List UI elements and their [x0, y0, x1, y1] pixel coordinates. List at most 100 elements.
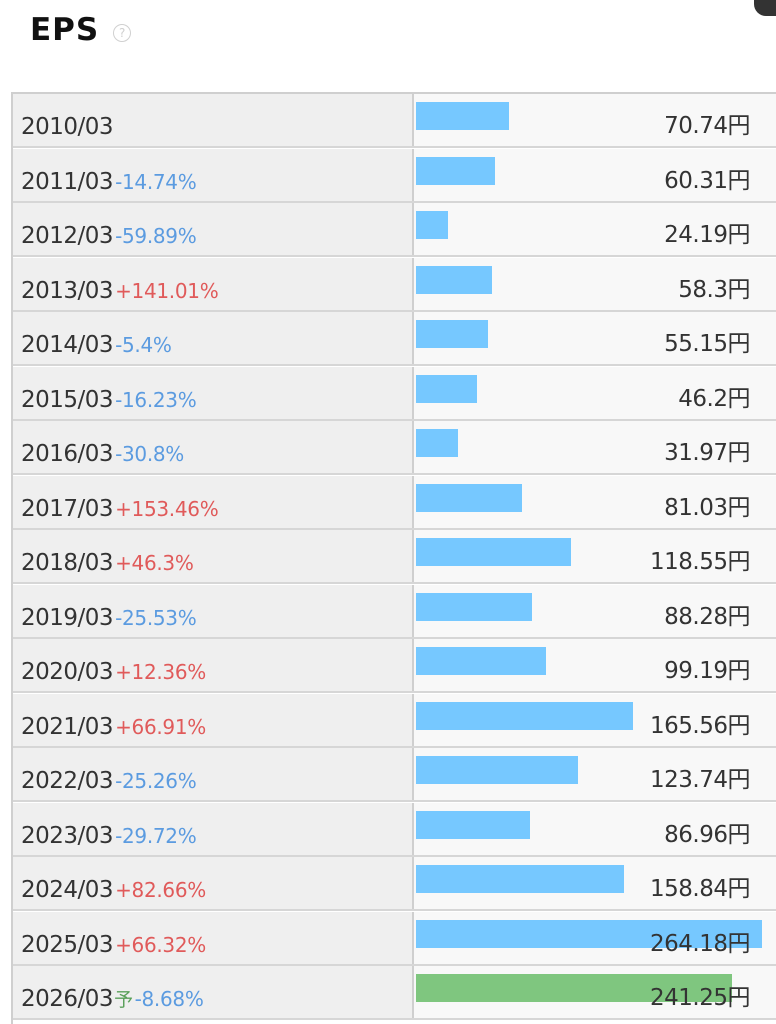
table-row: 2022/03 -25.26% 123.74円	[13, 748, 776, 802]
period-cell: 2013/03 +141.01%	[13, 258, 414, 310]
table-row: 2012/03 -59.89% 24.19円	[13, 203, 776, 257]
period-label: 2020/03 +12.36%	[21, 659, 206, 685]
eps-value-label: 118.55円	[650, 549, 750, 575]
period-text: 2012/03	[21, 223, 114, 249]
period-label: 2014/03 -5.4%	[21, 332, 172, 358]
period-cell: 2024/03 +82.66%	[13, 857, 414, 909]
change-percent: -16.23%	[115, 388, 197, 412]
eps-value-label: 46.2円	[678, 386, 750, 412]
period-label: 2025/03 +66.32%	[21, 932, 206, 958]
table-row: 2010/03 70.74円	[13, 94, 776, 148]
table-row: 2016/03 -30.8% 31.97円	[13, 421, 776, 475]
period-cell: 2012/03 -59.89%	[13, 203, 414, 255]
change-percent: -8.68%	[134, 987, 204, 1011]
eps-value-label: 241.25円	[650, 985, 750, 1011]
period-text: 2023/03	[21, 823, 114, 849]
table-row: 2020/03 +12.36% 99.19円	[13, 639, 776, 693]
value-cell: 55.15円	[414, 312, 776, 364]
period-cell: 2023/03 -29.72%	[13, 803, 414, 855]
eps-bar	[416, 865, 624, 893]
period-cell: 2019/03 -25.53%	[13, 585, 414, 637]
period-label: 2015/03 -16.23%	[21, 387, 197, 413]
period-label: 2019/03 -25.53%	[21, 605, 197, 631]
value-cell: 118.55円	[414, 530, 776, 582]
eps-bar	[416, 920, 762, 948]
period-text: 2021/03	[21, 714, 114, 740]
change-percent: -25.53%	[115, 606, 197, 630]
period-label: 2017/03 +153.46%	[21, 496, 219, 522]
value-cell: 99.19円	[414, 639, 776, 691]
period-text: 2020/03	[21, 659, 114, 685]
eps-value-label: 55.15円	[664, 331, 750, 357]
period-label: 2026/03予 -8.68%	[21, 985, 204, 1012]
period-cell: 2022/03 -25.26%	[13, 748, 414, 800]
period-label: 2012/03 -59.89%	[21, 223, 197, 249]
period-label: 2024/03 +82.66%	[21, 877, 206, 903]
eps-bar	[416, 811, 530, 839]
period-label: 2010/03	[21, 114, 114, 140]
value-cell: 88.28円	[414, 585, 776, 637]
value-cell: 86.96円	[414, 803, 776, 855]
value-cell: 158.84円	[414, 857, 776, 909]
eps-value-label: 81.03円	[664, 495, 750, 521]
table-row: 2023/03 -29.72% 86.96円	[13, 803, 776, 857]
period-label: 2011/03 -14.74%	[21, 169, 197, 195]
period-label: 2016/03 -30.8%	[21, 441, 184, 467]
change-percent: -25.26%	[115, 769, 197, 793]
table-row: 2013/03 +141.01% 58.3円	[13, 258, 776, 312]
eps-table: 2010/03 70.74円 2011/03 -14.74% 60.31円 2012/03…	[11, 92, 776, 1024]
change-percent: +66.91%	[115, 715, 206, 739]
period-cell: 2025/03 +66.32%	[13, 912, 414, 964]
eps-value-label: 24.19円	[664, 222, 750, 248]
value-cell: 58.3円	[414, 258, 776, 310]
table-row: 2017/03 +153.46% 81.03円	[13, 476, 776, 530]
eps-value-label: 158.84円	[650, 876, 750, 902]
table-row: 2021/03 +66.91% 165.56円	[13, 694, 776, 748]
eps-value-label: 165.56円	[650, 713, 750, 739]
period-text: 2010/03	[21, 114, 114, 140]
period-text: 2013/03	[21, 278, 114, 304]
table-row: 2018/03 +46.3% 118.55円	[13, 530, 776, 584]
change-percent: +141.01%	[115, 279, 219, 303]
period-text: 2018/03	[21, 550, 114, 576]
period-text: 2017/03	[21, 496, 114, 522]
change-percent: +12.36%	[115, 660, 206, 684]
value-cell: 165.56円	[414, 694, 776, 746]
change-percent: +66.32%	[115, 933, 206, 957]
eps-bar	[416, 593, 532, 621]
value-cell: 24.19円	[414, 203, 776, 255]
eps-bar	[416, 647, 546, 675]
table-row: 2024/03 +82.66% 158.84円	[13, 857, 776, 911]
eps-value-label: 123.74円	[650, 767, 750, 793]
eps-bar	[416, 756, 578, 784]
value-cell: 241.25円	[414, 966, 776, 1018]
period-text: 2026/03	[21, 986, 114, 1012]
period-cell: 2017/03 +153.46%	[13, 476, 414, 528]
table-row: 2011/03 -14.74% 60.31円	[13, 149, 776, 203]
eps-bar	[416, 320, 488, 348]
question-circle-icon[interactable]: ?	[113, 24, 132, 42]
period-cell: 2015/03 -16.23%	[13, 367, 414, 419]
eps-value-label: 86.96円	[664, 822, 750, 848]
eps-value-label: 264.18円	[650, 931, 750, 957]
change-percent: +46.3%	[115, 551, 194, 575]
period-text: 2014/03	[21, 332, 114, 358]
eps-value-label: 88.28円	[664, 604, 750, 630]
period-label: 2021/03 +66.91%	[21, 714, 206, 740]
value-cell: 81.03円	[414, 476, 776, 528]
value-cell: 31.97円	[414, 421, 776, 473]
value-cell: 60.31円	[414, 149, 776, 201]
period-cell: 2020/03 +12.36%	[13, 639, 414, 691]
change-percent: +153.46%	[115, 497, 219, 521]
forecast-marker: 予	[114, 989, 133, 1011]
table-row: 2014/03 -5.4% 55.15円	[13, 312, 776, 366]
period-label: 2023/03 -29.72%	[21, 823, 197, 849]
window-corner	[754, 0, 776, 16]
period-text: 2019/03	[21, 605, 114, 631]
eps-bar	[416, 702, 633, 730]
chart-title: EPS	[30, 12, 100, 48]
eps-value-label: 70.74円	[664, 113, 750, 139]
period-text: 2022/03	[21, 768, 114, 794]
eps-bar	[416, 429, 458, 457]
eps-value-label: 31.97円	[664, 440, 750, 466]
